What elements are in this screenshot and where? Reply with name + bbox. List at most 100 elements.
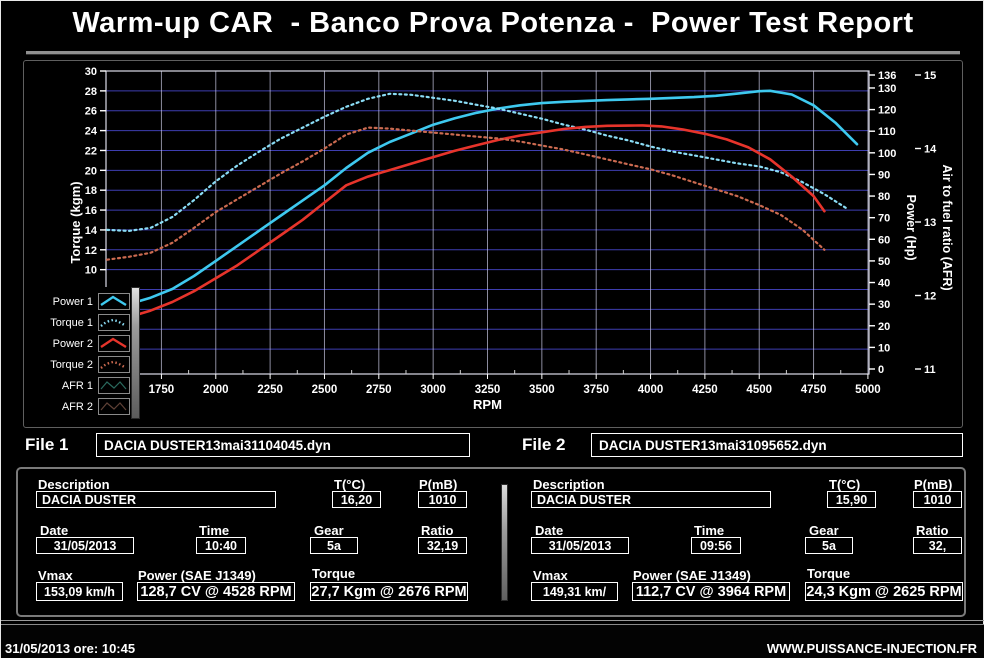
legend-label: Power 1 (52, 295, 93, 308)
legend-swatch-icon (98, 398, 130, 415)
svg-text:4750: 4750 (801, 384, 827, 396)
file1-field[interactable]: DACIA DUSTER13mai31104045.dyn (96, 433, 470, 457)
svg-text:2250: 2250 (257, 384, 283, 396)
svg-text:10: 10 (878, 342, 890, 354)
svg-text:14: 14 (924, 144, 937, 156)
vmax-field[interactable]: 153,09 km/h (36, 582, 123, 601)
legend-item-afr-2[interactable]: AFR 2 (26, 396, 131, 417)
legend-item-afr-1[interactable]: AFR 1 (26, 375, 131, 396)
svg-text:0: 0 (878, 364, 884, 376)
panel-file1: Description DACIA DUSTER T(°C) 16,20 P(m… (18, 469, 488, 615)
file1-label: File 1 (25, 435, 69, 454)
torque-field[interactable]: 24,3 Kgm @ 2625 RPM (805, 582, 963, 601)
svg-text:60: 60 (878, 234, 890, 246)
date-field[interactable]: 31/05/2013 (36, 537, 134, 554)
date-field[interactable]: 31/05/2013 (531, 537, 629, 554)
svg-text:90: 90 (878, 169, 890, 181)
svg-text:2750: 2750 (366, 384, 392, 396)
svg-text:24: 24 (85, 126, 98, 138)
dyno-chart: 1750 2000 2250 2500 2750 3000 3250 3500 3750 4000… (68, 66, 954, 412)
power-field[interactable]: 112,7 CV @ 3964 RPM (632, 582, 790, 601)
separator-line (1, 624, 984, 625)
svg-text:40: 40 (878, 278, 890, 290)
legend-item-torque-2[interactable]: Torque 2 (26, 354, 131, 375)
temperature-field[interactable]: 16,20 (332, 491, 381, 508)
svg-text:4000: 4000 (638, 384, 664, 396)
legend-swatch-icon (98, 377, 130, 394)
page-title: Warm-up CAR - Banco Prova Potenza - Powe… (72, 7, 914, 39)
torque-field[interactable]: 27,7 Kgm @ 2676 RPM (310, 582, 468, 601)
file2-label: File 2 (522, 435, 566, 454)
status-website: WWW.PUISSANCE-INJECTION.FR (766, 641, 977, 656)
legend-swatch-icon (98, 293, 130, 310)
status-datetime: 31/05/2013 ore: 10:45 (5, 641, 136, 656)
legend-label: AFR 2 (61, 400, 93, 413)
pressure-field[interactable]: 1010 (913, 491, 962, 508)
description-field[interactable]: DACIA DUSTER (531, 491, 771, 508)
time-field[interactable]: 09:56 (691, 537, 741, 554)
power-field[interactable]: 128,7 CV @ 4528 RPM (137, 582, 295, 601)
svg-text:120: 120 (878, 105, 896, 117)
svg-text:11: 11 (924, 364, 936, 376)
svg-text:18: 18 (85, 185, 97, 197)
time-label: Time (199, 523, 230, 538)
svg-text:130: 130 (878, 83, 896, 95)
svg-text:13: 13 (924, 217, 936, 229)
legend-label: AFR 1 (61, 379, 93, 392)
svg-text:10: 10 (85, 265, 97, 277)
svg-text:16: 16 (85, 205, 97, 217)
svg-text:136: 136 (878, 70, 896, 82)
gear-field[interactable]: 5a (805, 537, 853, 554)
legend-label: Power 2 (52, 337, 93, 350)
svg-text:Air to fuel ratio (AFR): Air to fuel ratio (AFR) (940, 164, 954, 290)
time-field[interactable]: 10:40 (196, 537, 246, 554)
power-label: Power (SAE J1349) (138, 568, 256, 583)
legend-item-power-2[interactable]: Power 2 (26, 333, 131, 354)
svg-text:4250: 4250 (692, 384, 718, 396)
status-bar (1, 625, 984, 658)
chart-frame (23, 60, 963, 428)
gear-label: Gear (809, 523, 839, 538)
svg-text:30: 30 (878, 299, 890, 311)
vmax-field[interactable]: 149,31 km/ (531, 582, 618, 601)
torque-label: Torque (807, 566, 851, 581)
svg-text:12: 12 (924, 291, 936, 303)
file2-field[interactable]: DACIA DUSTER13mai31095652.dyn (591, 433, 963, 457)
svg-text:14: 14 (85, 225, 98, 237)
ratio-label: Ratio (916, 523, 949, 538)
time-label: Time (694, 523, 725, 538)
svg-text:22: 22 (85, 145, 97, 157)
ratio-label: Ratio (421, 523, 454, 538)
svg-text:70: 70 (878, 213, 890, 225)
svg-text:Power (Hp): Power (Hp) (904, 195, 918, 261)
svg-text:20: 20 (878, 321, 890, 333)
svg-text:3000: 3000 (420, 384, 446, 396)
legend-item-torque-1[interactable]: Torque 1 (26, 312, 131, 333)
pressure-label: P(mB) (914, 477, 953, 492)
power-label: Power (SAE J1349) (633, 568, 751, 583)
svg-text:2000: 2000 (203, 384, 229, 396)
svg-text:110: 110 (878, 126, 896, 138)
temperature-field[interactable]: 15,90 (827, 491, 876, 508)
ratio-field[interactable]: 32,19 (418, 537, 467, 554)
separator-line (1, 620, 984, 621)
legend-item-power-1[interactable]: Power 1 (26, 291, 131, 312)
svg-text:4500: 4500 (746, 384, 772, 396)
svg-text:1750: 1750 (149, 384, 175, 396)
temperature-label: T(°C) (334, 477, 366, 492)
svg-text:12: 12 (85, 245, 97, 257)
chart-legend: Power 1 Torque 1 Power 2 Torque 2 AFR 1 AFR 2 (26, 287, 131, 419)
svg-text:30: 30 (85, 66, 97, 78)
gear-field[interactable]: 5a (310, 537, 358, 554)
temperature-label: T(°C) (829, 477, 861, 492)
legend-label: Torque 2 (50, 358, 93, 371)
pressure-field[interactable]: 1010 (418, 491, 467, 508)
svg-text:3250: 3250 (475, 384, 501, 396)
ratio-field[interactable]: 32, (913, 537, 962, 554)
torque-label: Torque (312, 566, 356, 581)
panels-frame (16, 467, 966, 617)
date-label: Date (535, 523, 564, 538)
title-underline (26, 51, 960, 55)
description-field[interactable]: DACIA DUSTER (36, 491, 276, 508)
legend-swatch-icon (98, 335, 130, 352)
